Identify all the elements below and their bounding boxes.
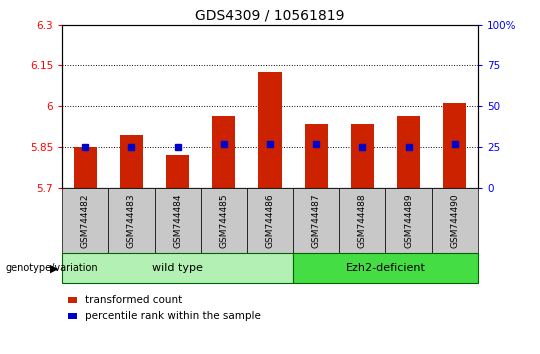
Text: GSM744485: GSM744485 — [219, 193, 228, 248]
Bar — [166, 155, 189, 188]
Text: GSM744490: GSM744490 — [450, 193, 460, 248]
Text: GSM744488: GSM744488 — [358, 193, 367, 248]
Text: transformed count: transformed count — [85, 295, 183, 305]
Text: GSM744482: GSM744482 — [80, 193, 90, 247]
Text: percentile rank within the sample: percentile rank within the sample — [85, 311, 261, 321]
Text: GDS4309 / 10561819: GDS4309 / 10561819 — [195, 9, 345, 23]
Text: GSM744484: GSM744484 — [173, 193, 182, 247]
Text: GSM744486: GSM744486 — [266, 193, 274, 248]
Text: Ezh2-deficient: Ezh2-deficient — [346, 263, 426, 273]
Bar — [397, 116, 420, 188]
Text: GSM744483: GSM744483 — [127, 193, 136, 248]
Bar — [259, 72, 281, 188]
Text: GSM744489: GSM744489 — [404, 193, 413, 248]
Bar — [305, 124, 328, 188]
Text: ▶: ▶ — [50, 263, 58, 273]
Text: GSM744487: GSM744487 — [312, 193, 321, 248]
Text: genotype/variation: genotype/variation — [5, 263, 98, 273]
Bar — [351, 124, 374, 188]
Bar — [120, 135, 143, 188]
Bar — [212, 116, 235, 188]
Bar — [443, 103, 467, 188]
Bar — [73, 147, 97, 188]
Text: wild type: wild type — [152, 263, 203, 273]
